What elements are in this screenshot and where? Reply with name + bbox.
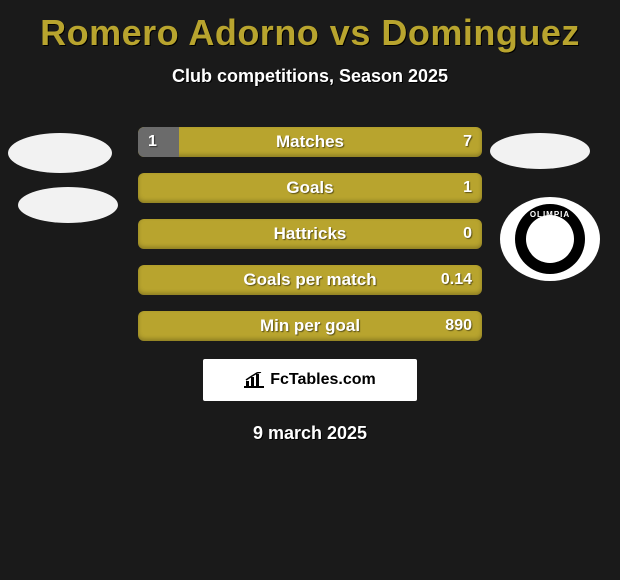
player-left-badge-2 xyxy=(18,187,118,223)
stat-value-right: 890 xyxy=(445,311,472,341)
stat-value-right: 0.14 xyxy=(441,265,472,295)
stat-row: Goals 1 xyxy=(138,173,482,203)
stat-label: Goals xyxy=(138,173,482,203)
stat-row: 1 Matches 7 xyxy=(138,127,482,157)
chart-icon xyxy=(244,372,264,388)
stat-label: Matches xyxy=(138,127,482,157)
subtitle: Club competitions, Season 2025 xyxy=(0,66,620,87)
stats-bars: 1 Matches 7 Goals 1 Hattricks 0 Goals pe… xyxy=(138,127,482,341)
club-badge-right: OLIMPIA xyxy=(500,197,600,281)
stat-label: Min per goal xyxy=(138,311,482,341)
stat-value-right: 1 xyxy=(463,173,472,203)
stat-value-right: 0 xyxy=(463,219,472,249)
attribution-box[interactable]: FcTables.com xyxy=(203,359,417,401)
attribution-label: FcTables.com xyxy=(270,371,376,389)
stat-row: Hattricks 0 xyxy=(138,219,482,249)
player-right-badge-1 xyxy=(490,133,590,169)
stat-value-right: 7 xyxy=(463,127,472,157)
stat-row: Goals per match 0.14 xyxy=(138,265,482,295)
club-badge-inner: OLIMPIA xyxy=(515,204,585,274)
date-label: 9 march 2025 xyxy=(0,423,620,444)
comparison-content: OLIMPIA 1 Matches 7 Goals 1 Hattricks 0 … xyxy=(0,127,620,444)
stat-label: Goals per match xyxy=(138,265,482,295)
stat-row: Min per goal 890 xyxy=(138,311,482,341)
club-badge-label: OLIMPIA xyxy=(530,210,570,219)
player-left-badge-1 xyxy=(8,133,112,173)
stat-label: Hattricks xyxy=(138,219,482,249)
page-title: Romero Adorno vs Dominguez xyxy=(0,0,620,54)
